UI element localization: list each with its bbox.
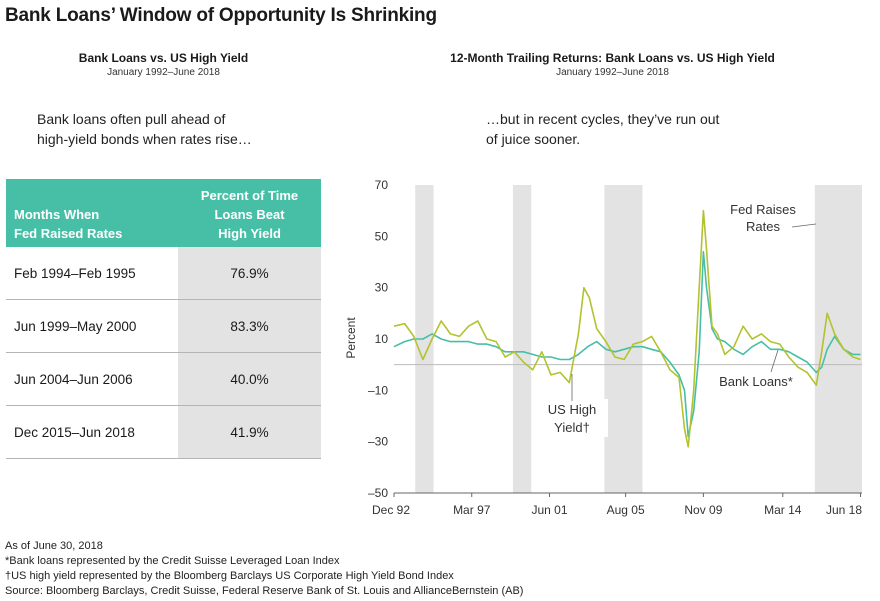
footnote-source: Source: Bloomberg Barclays, Credit Suiss… bbox=[5, 585, 524, 597]
high-yield-label-line2: Yield† bbox=[554, 420, 590, 435]
row-percent: 40.0% bbox=[178, 352, 321, 406]
y-tick-label: 70 bbox=[375, 178, 389, 192]
table-header-row: Months When Fed Raised Rates Percent of … bbox=[6, 179, 321, 247]
x-tick-label: Jun 18 bbox=[826, 503, 862, 517]
x-tick-label: Aug 05 bbox=[607, 503, 645, 517]
row-period: Feb 1994–Feb 1995 bbox=[6, 247, 178, 300]
row-period: Dec 2015–Jun 2018 bbox=[6, 405, 178, 459]
header-percent-line2: Loans Beat bbox=[214, 207, 285, 222]
chart-axes: 70 50 30 10 –10 –30 –50 Dec 92 Mar 97 Jun 01 Aug 0… bbox=[368, 178, 862, 517]
x-tick-label: Nov 09 bbox=[684, 503, 722, 517]
header-months: Months When Fed Raised Rates bbox=[6, 179, 178, 247]
right-panel-title: 12-Month Trailing Returns: Bank Loans vs… bbox=[450, 51, 775, 65]
high-yield-label-line1: US High bbox=[548, 402, 596, 417]
fed-raises-label: Fed Raises Rates bbox=[728, 199, 817, 236]
bank-loans-leader bbox=[770, 349, 779, 373]
row-period: Jun 2004–Jun 2006 bbox=[6, 352, 178, 406]
high-yield-label-bg bbox=[538, 399, 608, 437]
bank-loans-label: Bank Loans* bbox=[712, 349, 800, 390]
right-caption-line2: of juice sooner. bbox=[486, 131, 581, 147]
x-tick-label: Mar 97 bbox=[453, 503, 491, 517]
fed-raises-leader bbox=[791, 223, 817, 228]
fed-rate-table: Months When Fed Raised Rates Percent of … bbox=[6, 179, 321, 459]
y-tick-label: –50 bbox=[368, 486, 388, 500]
footnote-asof: As of June 30, 2018 bbox=[5, 540, 103, 552]
shaded-period bbox=[512, 185, 532, 493]
table-row: Dec 2015–Jun 2018 41.9% bbox=[6, 405, 321, 459]
series-line-bank-loans bbox=[393, 250, 861, 438]
y-axis-label: Percent bbox=[344, 317, 358, 359]
footnote-high-yield: †US high yield represented by the Bloomb… bbox=[5, 570, 454, 582]
page-title: Bank Loans’ Window of Opportunity Is Shr… bbox=[5, 5, 437, 26]
header-percent: Percent of Time Loans Beat High Yield bbox=[178, 179, 321, 247]
y-tick-label: 50 bbox=[375, 229, 389, 243]
series-line-high-yield bbox=[393, 209, 861, 448]
table-row: Jun 1999–May 2000 83.3% bbox=[6, 299, 321, 353]
table-row: Feb 1994–Feb 1995 76.9% bbox=[6, 247, 321, 300]
left-caption-line1: Bank loans often pull ahead of bbox=[37, 111, 226, 127]
left-panel-subtitle: January 1992–June 2018 bbox=[107, 67, 220, 78]
y-tick-label: 10 bbox=[375, 332, 389, 346]
row-percent: 41.9% bbox=[178, 405, 321, 459]
x-tick-label: Mar 14 bbox=[764, 503, 802, 517]
header-months-line1: Months When bbox=[14, 207, 100, 222]
right-caption-line1: …but in recent cycles, they’ve run out bbox=[486, 111, 720, 127]
y-tick-label: –30 bbox=[368, 435, 388, 449]
left-caption: Bank loans often pull ahead of high-yiel… bbox=[37, 109, 252, 149]
high-yield-label: US High Yield† bbox=[538, 374, 608, 437]
left-panel-title: Bank Loans vs. US High Yield bbox=[78, 51, 249, 65]
row-percent: 76.9% bbox=[178, 247, 321, 300]
x-tick-label: Dec 92 bbox=[372, 503, 410, 517]
row-period: Jun 1999–May 2000 bbox=[6, 299, 178, 353]
header-months-line2: Fed Raised Rates bbox=[14, 226, 123, 241]
header-percent-line1: Percent of Time bbox=[200, 188, 299, 203]
bank-loans-label-text: Bank Loans* bbox=[719, 374, 793, 389]
y-tick-label: –10 bbox=[368, 383, 388, 397]
row-percent: 83.3% bbox=[178, 299, 321, 353]
shaded-period bbox=[604, 185, 643, 493]
table-row: Jun 2004–Jun 2006 40.0% bbox=[6, 352, 321, 406]
left-caption-line2: high-yield bonds when rates rise… bbox=[37, 131, 252, 147]
header-percent-line3: High Yield bbox=[218, 226, 281, 241]
right-caption: …but in recent cycles, they’ve run out o… bbox=[486, 109, 719, 149]
fed-raises-label-line1: Fed Raises bbox=[730, 202, 796, 217]
y-tick-label: 30 bbox=[375, 281, 389, 295]
fed-raises-label-line2: Rates bbox=[746, 219, 780, 234]
right-panel-subtitle: January 1992–June 2018 bbox=[556, 67, 669, 78]
chart-series bbox=[393, 209, 861, 448]
fed-raises-label-bg bbox=[728, 199, 812, 236]
bank-loans-label-bg bbox=[712, 372, 800, 390]
footnote-bank-loans: *Bank loans represented by the Credit Su… bbox=[5, 555, 340, 567]
x-tick-label: Jun 01 bbox=[531, 503, 567, 517]
